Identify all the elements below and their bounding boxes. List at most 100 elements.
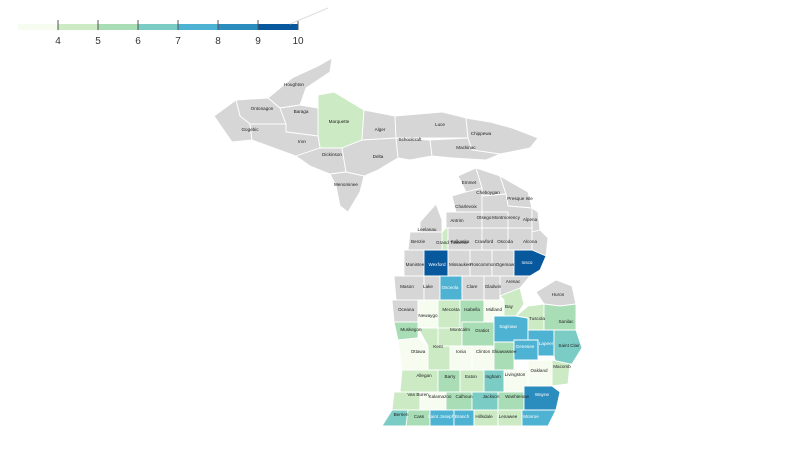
county-chippewa[interactable] — [465, 117, 539, 155]
county-label-ontonagon: Ontonagon — [251, 106, 274, 111]
county-label-berrien: Berrien — [394, 412, 409, 417]
county-saint-clair[interactable] — [553, 329, 583, 365]
county-label-ogemaw: Ogemaw — [496, 262, 515, 267]
county-label-gratiot: Gratiot — [475, 328, 490, 333]
county-ottawa[interactable] — [397, 337, 429, 371]
legend-tick-label: 10 — [292, 36, 304, 47]
county-label-muskegon: Muskegon — [400, 327, 422, 332]
county-label-lenawee: Lenawee — [499, 414, 518, 419]
county-label-layer: Houghton Ontonagon Baraga Marquette Alger Luc… — [241, 82, 580, 419]
county-label-alpena: Alpena — [523, 217, 538, 222]
county-label-antrim: Antrim — [450, 218, 463, 223]
county-schoolcraft[interactable] — [395, 137, 433, 161]
county-label-midland: Midland — [486, 307, 503, 312]
county-label-kalkaska: Kalkaska — [451, 239, 470, 244]
county-label-macomb: Macomb — [553, 364, 571, 369]
county-label-wexford: Wexford — [428, 262, 445, 267]
county-label-gladwin: Gladwin — [485, 284, 502, 289]
county-label-isabella: Isabella — [464, 307, 480, 312]
county-label-roscommon: Roscommon — [470, 262, 496, 267]
county-label-kent: Kent — [433, 344, 443, 349]
county-gratiot[interactable] — [461, 321, 495, 347]
county-leelanau[interactable] — [419, 203, 443, 233]
county-macomb[interactable] — [551, 359, 571, 387]
county-label-leelanau: Leelanau — [418, 227, 437, 232]
county-label-van-buren: Van Buren — [407, 392, 429, 397]
county-saginaw[interactable] — [493, 315, 529, 343]
county-label-iosco: Iosco — [522, 260, 533, 265]
county-label-calhoun: Calhoun — [455, 394, 473, 399]
county-label-arenac: Arenac — [506, 279, 521, 284]
county-label-montmorency: Montmorency — [492, 215, 521, 220]
county-label-jackson: Jackson — [483, 394, 500, 399]
county-label-genesee: Genesee — [516, 344, 535, 349]
county-label-oscoda: Oscoda — [497, 239, 513, 244]
county-label-alcona: Alcona — [523, 239, 537, 244]
county-sanilac[interactable] — [543, 303, 577, 331]
county-label-clare: Clare — [467, 284, 478, 289]
county-shiawassee[interactable] — [493, 341, 515, 371]
county-label-eaton: Eaton — [465, 374, 477, 379]
legend-color-bar — [18, 24, 298, 30]
legend-swatch-2 — [98, 24, 138, 30]
county-label-kalamazoo: Kalamazoo — [429, 394, 452, 399]
county-oakland[interactable] — [527, 359, 553, 387]
legend-swatch-4 — [178, 24, 218, 30]
county-label-emmet: Emmet — [462, 180, 477, 185]
legend-tick-label: 6 — [135, 36, 141, 47]
county-menominee[interactable] — [329, 171, 365, 213]
county-label-oakland: Oakland — [530, 368, 548, 373]
county-label-saint-joseph: Saint Joseph — [428, 414, 455, 419]
county-label-lake: Lake — [423, 284, 433, 289]
county-label-mason: Mason — [400, 284, 414, 289]
county-wayne[interactable] — [523, 385, 561, 411]
legend-swatch-5 — [218, 24, 258, 30]
county-label-ottawa: Ottawa — [411, 349, 426, 354]
county-label-saginaw: Saginaw — [499, 324, 517, 329]
county-label-lapeer: Lapeer — [539, 341, 554, 346]
county-label-manistee: Manistee — [406, 262, 425, 267]
county-label-missaukee: Missaukee — [449, 262, 471, 267]
county-label-cass: Cass — [414, 414, 425, 419]
county-label-chippewa: Chippewa — [471, 131, 492, 136]
legend-swatch-1 — [58, 24, 98, 30]
county-mecosta[interactable] — [437, 299, 461, 329]
county-label-ionia: Ionia — [456, 349, 466, 354]
county-alger[interactable] — [361, 109, 397, 141]
county-label-charlevoix: Charlevoix — [455, 204, 477, 209]
county-label-baraga: Baraga — [294, 109, 309, 114]
county-label-livingston: Livingston — [505, 372, 526, 377]
county-label-dickinson: Dickinson — [322, 152, 342, 157]
county-label-wayne: Wayne — [535, 392, 550, 397]
legend-tick-label: 9 — [255, 36, 261, 47]
county-label-marquette: Marquette — [329, 119, 350, 124]
county-mackinac[interactable] — [429, 137, 502, 161]
county-label-delta: Delta — [373, 154, 384, 159]
county-label-mackinac: Mackinac — [456, 145, 476, 150]
legend-ticks: 4 5 6 7 8 9 10 — [55, 7, 329, 47]
county-label-montcalm: Montcalm — [450, 327, 470, 332]
county-label-hillsdale: Hillsdale — [475, 414, 493, 419]
county-label-menominee: Menominee — [334, 182, 358, 187]
county-label-gogebic: Gogebic — [241, 127, 259, 132]
legend-tick-label: 5 — [95, 36, 101, 47]
county-label-grand-traverse: Grand Traverse — [436, 240, 468, 245]
color-legend: 4 5 6 7 8 9 10 — [18, 7, 329, 47]
county-label-barry: Barry — [445, 374, 457, 379]
county-monroe[interactable] — [521, 409, 557, 427]
county-luce[interactable] — [394, 111, 469, 139]
legend-swatch-0 — [18, 24, 58, 30]
county-label-shiawassee: Shiawassee — [492, 349, 517, 354]
county-label-schoolcraft: Schoolcraft — [399, 137, 423, 142]
legend-tick-label: 8 — [215, 36, 221, 47]
county-label-branch: Branch — [455, 414, 470, 419]
county-label-houghton: Houghton — [284, 82, 304, 87]
legend-tick-label: 7 — [175, 36, 181, 47]
legend-swatch-3 — [138, 24, 178, 30]
county-label-saint-clair: Saint Clair — [558, 343, 580, 348]
county-label-clinton: Clinton — [476, 349, 491, 354]
county-layer — [213, 57, 583, 427]
county-label-iron: Iron — [298, 139, 306, 144]
county-genesee[interactable] — [513, 339, 539, 361]
county-label-huron: Huron — [552, 292, 565, 297]
